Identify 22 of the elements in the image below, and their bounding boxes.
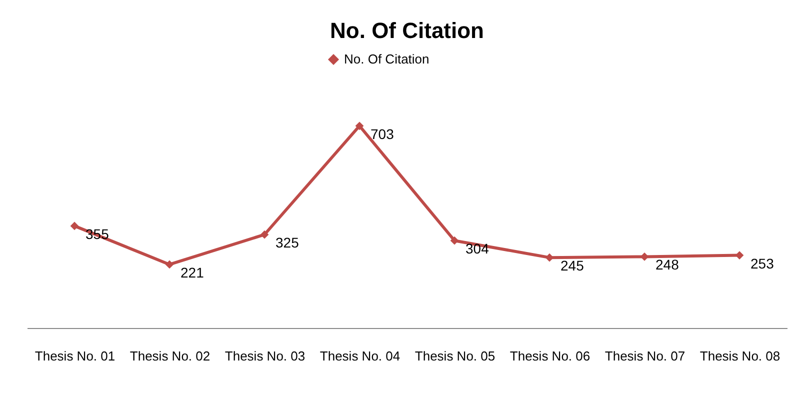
chart-title: No. Of Citation	[330, 18, 484, 43]
x-tick-label: Thesis No. 05	[414, 348, 496, 364]
data-label: 221	[180, 264, 204, 280]
x-tick-label: Thesis No. 06	[510, 348, 590, 364]
x-tick-label: Thesis No. 07	[604, 348, 686, 364]
data-label: 253	[750, 255, 774, 272]
x-tick-label: Thesis No. 03	[224, 348, 306, 364]
point	[260, 230, 269, 239]
data-label: 703	[370, 126, 394, 142]
data-label: 245	[560, 258, 584, 274]
data-label: 248	[656, 256, 680, 273]
point	[355, 122, 364, 130]
point	[165, 260, 174, 269]
x-tick-label: Thesis No. 01	[34, 348, 116, 364]
legend-label: No. Of Citation	[344, 52, 430, 66]
point	[450, 236, 459, 245]
x-tick-label: Thesis No. 04	[320, 348, 400, 364]
x-tick-label: Thesis No. 02	[130, 348, 210, 364]
point	[70, 222, 79, 230]
data-label: 304	[466, 240, 490, 257]
x-tick-label: Thesis No. 08	[700, 348, 780, 364]
data-label: 325	[276, 234, 300, 251]
